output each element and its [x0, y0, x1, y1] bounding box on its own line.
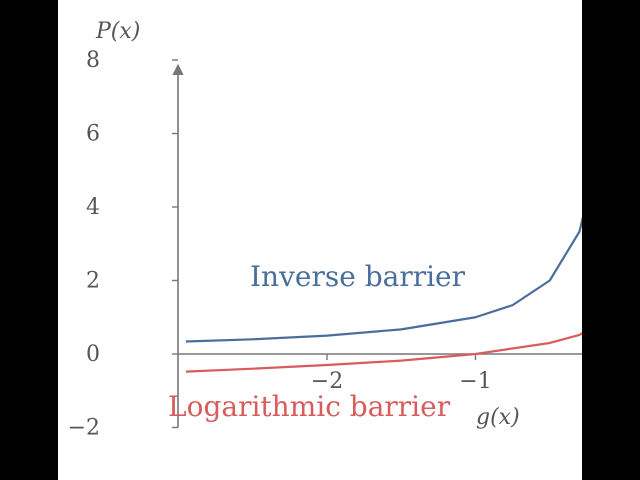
y-axis-label: P(x): [95, 19, 140, 44]
series-line-2: [185, 332, 582, 373]
y-tick-label: 6: [86, 122, 100, 147]
series-line-1: [185, 216, 582, 343]
x-tick-label: −2: [311, 369, 343, 394]
y-tick-label: 0: [86, 342, 100, 367]
y-tick-label: −2: [68, 416, 100, 441]
series-label-1: Inverse barrier: [250, 260, 466, 293]
x-axis-label: g(x): [476, 405, 520, 430]
series-label-2: Logarithmic barrier: [168, 390, 451, 423]
y-tick-label: 8: [86, 48, 100, 73]
y-tick-label: 2: [86, 269, 100, 294]
x-tick-label: −1: [459, 369, 491, 394]
y-tick-label: 4: [86, 195, 100, 220]
